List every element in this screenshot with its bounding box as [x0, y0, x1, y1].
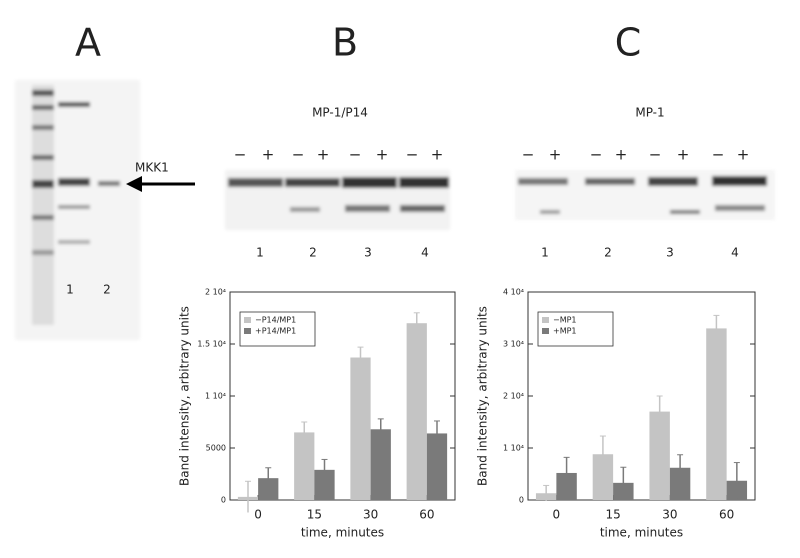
- gel-c: [515, 170, 775, 220]
- panel-label: A: [75, 21, 101, 65]
- lane-label: 2: [604, 246, 612, 260]
- y-tick-label: 1 10⁴: [205, 392, 226, 401]
- bar: [350, 357, 371, 500]
- bar: [314, 469, 335, 500]
- bar: [258, 478, 279, 500]
- x-tick-label: 15: [307, 508, 322, 522]
- bar: [649, 411, 670, 500]
- sign-label: +: [615, 146, 628, 164]
- x-axis-title: time, minutes: [301, 526, 384, 540]
- lane-label: 4: [731, 246, 739, 260]
- y-axis-title: Band intensity, arbitrary units: [178, 306, 192, 486]
- y-tick-label: 0: [519, 496, 524, 505]
- y-tick-label: 5000: [206, 444, 226, 453]
- lane-label: 2: [309, 246, 317, 260]
- gel-title: MP-1: [635, 106, 664, 120]
- sign-label: −: [406, 146, 419, 164]
- x-tick-label: 60: [419, 508, 434, 522]
- lane-label: 1: [66, 283, 74, 297]
- y-tick-label: 4 10⁴: [503, 288, 524, 297]
- x-tick-label: 0: [254, 508, 262, 522]
- legend-swatch: [542, 328, 549, 334]
- legend-label: −P14/MP1: [255, 316, 296, 325]
- legend-label: −MP1: [553, 316, 577, 325]
- legend-label: +MP1: [553, 327, 577, 336]
- sign-label: −: [712, 146, 725, 164]
- sign-label: −: [590, 146, 603, 164]
- y-tick-label: 3 10⁴: [503, 340, 524, 349]
- arrow-head: [126, 176, 142, 192]
- lane-label: 3: [364, 246, 372, 260]
- lane-label: 1: [256, 246, 264, 260]
- sign-label: +: [677, 146, 690, 164]
- panel-label: B: [332, 21, 358, 65]
- sign-label: +: [549, 146, 562, 164]
- lane-label: 1: [541, 246, 549, 260]
- lane-label: 3: [666, 246, 674, 260]
- bar: [406, 323, 427, 500]
- y-tick-label: 1.5 10⁴: [197, 340, 226, 349]
- bar: [294, 432, 315, 500]
- gel-a: [15, 80, 140, 340]
- legend-box: [537, 311, 614, 347]
- legend-box: [239, 311, 316, 347]
- x-tick-label: 30: [363, 508, 378, 522]
- sign-label: −: [292, 146, 305, 164]
- sign-label: +: [317, 146, 330, 164]
- y-tick-label: 0: [221, 496, 226, 505]
- bar: [592, 454, 614, 500]
- bar: [669, 467, 691, 500]
- sign-label: −: [234, 146, 247, 164]
- x-tick-label: 15: [605, 508, 620, 522]
- legend-label: +P14/MP1: [255, 327, 296, 336]
- panel-label: C: [615, 21, 642, 65]
- x-tick-label: 60: [719, 508, 734, 522]
- y-axis-title: Band intensity, arbitrary units: [476, 306, 490, 486]
- sign-label: +: [376, 146, 389, 164]
- x-tick-label: 0: [553, 508, 561, 522]
- sign-label: +: [737, 146, 750, 164]
- legend-swatch: [244, 328, 251, 334]
- sign-label: −: [349, 146, 362, 164]
- gel-b: [225, 170, 450, 230]
- bar: [426, 433, 448, 500]
- legend-swatch: [244, 317, 251, 323]
- marker-label: MKK1: [135, 161, 169, 175]
- sign-label: +: [431, 146, 444, 164]
- gel-title: MP-1/P14: [312, 106, 368, 120]
- y-tick-label: 2 10⁴: [205, 288, 226, 297]
- y-tick-label: 2 10⁴: [503, 392, 524, 401]
- sign-label: +: [262, 146, 275, 164]
- sign-label: −: [649, 146, 662, 164]
- y-tick-label: 1 10⁴: [503, 444, 524, 453]
- x-tick-label: 30: [662, 508, 677, 522]
- lane-label: 2: [103, 283, 111, 297]
- x-axis-title: time, minutes: [600, 526, 683, 540]
- sign-label: −: [522, 146, 535, 164]
- bar: [706, 328, 727, 500]
- legend-swatch: [542, 317, 549, 323]
- bar: [370, 429, 391, 500]
- lane-label: 4: [421, 246, 429, 260]
